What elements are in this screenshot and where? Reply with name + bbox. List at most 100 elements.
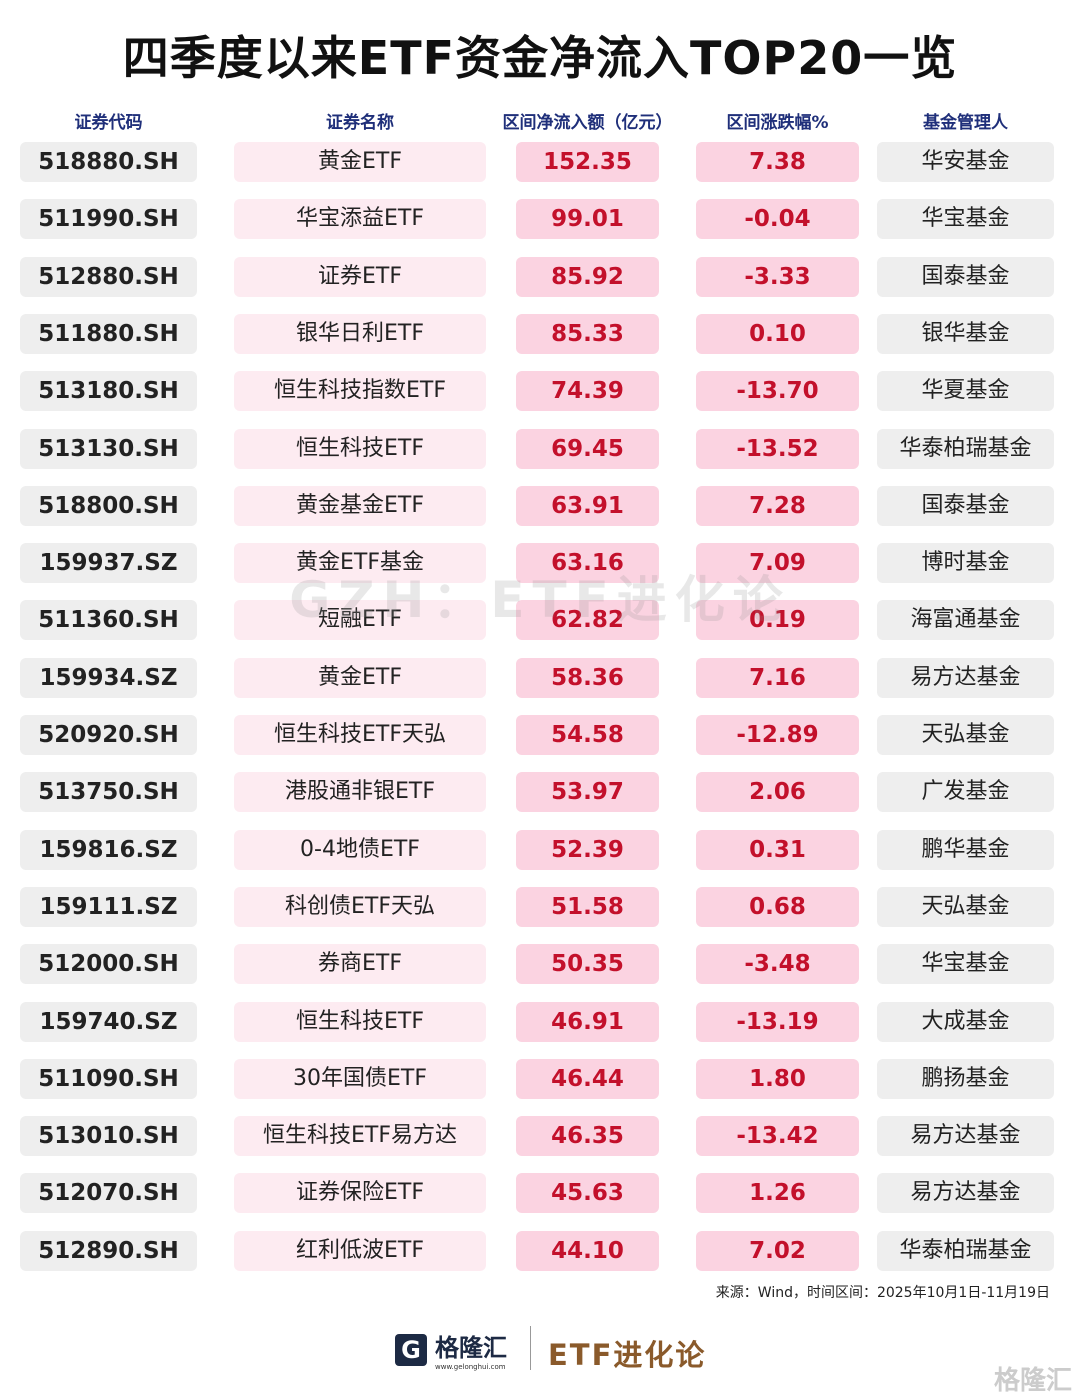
table-row: 513010.SH 恒生科技ETF易方达 46.35 -13.42 易方达基金 — [0, 1116, 1080, 1157]
table-row: 159816.SZ 0-4地债ETF 52.39 0.31 鹏华基金 — [0, 829, 1080, 870]
table-row: 513180.SH 恒生科技指数ETF 74.39 -13.70 华夏基金 — [0, 371, 1080, 412]
code-cell: 512000.SH — [20, 944, 197, 985]
table-row: 159111.SZ 科创债ETF天弘 51.58 0.68 天弘基金 — [0, 886, 1080, 927]
name-cell: 证券保险ETF — [234, 1173, 486, 1214]
inflow-cell: 50.35 — [516, 944, 659, 985]
manager-cell: 大成基金 — [877, 1001, 1054, 1042]
manager-cell: 天弘基金 — [877, 886, 1054, 927]
manager-cell: 国泰基金 — [877, 485, 1054, 526]
name-cell: 银华日利ETF — [234, 313, 486, 354]
manager-cell: 华泰柏瑞基金 — [877, 1230, 1054, 1271]
name-cell: 恒生科技ETF — [234, 428, 486, 469]
change-cell: 1.80 — [696, 1058, 859, 1099]
change-cell: 1.26 — [696, 1173, 859, 1214]
name-cell: 恒生科技指数ETF — [234, 371, 486, 412]
table-row: 513750.SH 港股通非银ETF 53.97 2.06 广发基金 — [0, 772, 1080, 813]
divider — [530, 1326, 531, 1370]
inflow-cell: 52.39 — [516, 829, 659, 870]
code-cell: 512880.SH — [20, 256, 197, 297]
change-cell: -0.04 — [696, 199, 859, 240]
gelonghui-logo: G 格隆汇 www.gelonghui.com — [395, 1328, 507, 1371]
inflow-cell: 74.39 — [516, 371, 659, 412]
change-cell: -3.48 — [696, 944, 859, 985]
inflow-cell: 46.91 — [516, 1001, 659, 1042]
change-cell: -13.70 — [696, 371, 859, 412]
table-row: 518800.SH 黄金基金ETF 63.91 7.28 国泰基金 — [0, 485, 1080, 526]
code-cell: 159934.SZ — [20, 657, 197, 698]
name-cell: 黄金基金ETF — [234, 485, 486, 526]
inflow-cell: 54.58 — [516, 715, 659, 755]
name-cell: 黄金ETF基金 — [234, 543, 486, 584]
name-cell: 0-4地债ETF — [234, 829, 486, 870]
manager-cell: 广发基金 — [877, 772, 1054, 813]
inflow-cell: 63.16 — [516, 543, 659, 584]
code-cell: 512070.SH — [20, 1173, 197, 1214]
manager-cell: 鹏扬基金 — [877, 1058, 1054, 1099]
inflow-cell: 51.58 — [516, 886, 659, 927]
manager-cell: 易方达基金 — [877, 1116, 1054, 1157]
table-row: 511360.SH 短融ETF 62.82 0.19 海富通基金 — [0, 600, 1080, 641]
name-cell: 短融ETF — [234, 600, 486, 641]
manager-cell: 华宝基金 — [877, 944, 1054, 985]
code-cell: 159740.SZ — [20, 1001, 197, 1042]
name-cell: 华宝添益ETF — [234, 199, 486, 240]
name-cell: 恒生科技ETF — [234, 1001, 486, 1042]
inflow-cell: 44.10 — [516, 1230, 659, 1271]
table-row: 513130.SH 恒生科技ETF 69.45 -13.52 华泰柏瑞基金 — [0, 428, 1080, 469]
inflow-cell: 62.82 — [516, 600, 659, 641]
inflow-cell: 45.63 — [516, 1173, 659, 1214]
change-cell: -12.89 — [696, 715, 859, 755]
inflow-cell: 85.92 — [516, 256, 659, 297]
inflow-cell: 46.35 — [516, 1116, 659, 1157]
change-cell: 0.68 — [696, 886, 859, 927]
manager-cell: 易方达基金 — [877, 657, 1054, 698]
inflow-cell: 63.91 — [516, 485, 659, 526]
code-cell: 518880.SH — [20, 142, 197, 182]
change-cell: -13.19 — [696, 1001, 859, 1042]
code-cell: 512890.SH — [20, 1230, 197, 1271]
name-cell: 黄金ETF — [234, 657, 486, 698]
inflow-cell: 46.44 — [516, 1058, 659, 1099]
code-cell: 159816.SZ — [20, 829, 197, 870]
change-cell: -3.33 — [696, 256, 859, 297]
inflow-cell: 69.45 — [516, 428, 659, 469]
manager-cell: 海富通基金 — [877, 600, 1054, 641]
page-title: 四季度以来ETF资金净流入TOP20一览 — [122, 31, 958, 85]
inflow-cell: 152.35 — [516, 142, 659, 182]
code-cell: 159111.SZ — [20, 886, 197, 927]
change-cell: 7.02 — [696, 1230, 859, 1271]
manager-cell: 华宝基金 — [877, 199, 1054, 240]
account-name: ETF进化论 — [548, 1338, 707, 1372]
table-row: 159937.SZ 黄金ETF基金 63.16 7.09 博时基金 — [0, 543, 1080, 584]
brand-url: www.gelonghui.com — [435, 1363, 506, 1371]
change-cell: -13.42 — [696, 1116, 859, 1157]
manager-cell: 博时基金 — [877, 543, 1054, 584]
change-cell: 7.09 — [696, 543, 859, 584]
table-row: 520920.SH 恒生科技ETF天弘 54.58 -12.89 天弘基金 — [0, 715, 1080, 755]
manager-cell: 华泰柏瑞基金 — [877, 428, 1054, 469]
name-cell: 证券ETF — [234, 256, 486, 297]
header-code: 证券代码 — [74, 113, 143, 133]
code-cell: 511880.SH — [20, 313, 197, 354]
manager-cell: 华安基金 — [877, 142, 1054, 182]
name-cell: 恒生科技ETF天弘 — [234, 715, 486, 755]
inflow-cell: 99.01 — [516, 199, 659, 240]
name-cell: 红利低波ETF — [234, 1230, 486, 1271]
table-row: 511090.SH 30年国债ETF 46.44 1.80 鹏扬基金 — [0, 1058, 1080, 1099]
change-cell: -13.52 — [696, 428, 859, 469]
code-cell: 513130.SH — [20, 428, 197, 469]
change-cell: 0.10 — [696, 313, 859, 354]
code-cell: 513180.SH — [20, 371, 197, 412]
manager-cell: 银华基金 — [877, 313, 1054, 354]
table-row: 512880.SH 证券ETF 85.92 -3.33 国泰基金 — [0, 256, 1080, 297]
code-cell: 511360.SH — [20, 600, 197, 641]
manager-cell: 鹏华基金 — [877, 829, 1054, 870]
change-cell: 7.38 — [696, 142, 859, 182]
table-row: 159934.SZ 黄金ETF 58.36 7.16 易方达基金 — [0, 657, 1080, 698]
name-cell: 30年国债ETF — [234, 1058, 486, 1099]
inflow-cell: 58.36 — [516, 657, 659, 698]
table-row: 511880.SH 银华日利ETF 85.33 0.10 银华基金 — [0, 313, 1080, 354]
table-row: 159740.SZ 恒生科技ETF 46.91 -13.19 大成基金 — [0, 1001, 1080, 1042]
inflow-cell: 85.33 — [516, 313, 659, 354]
change-cell: 0.31 — [696, 829, 859, 870]
